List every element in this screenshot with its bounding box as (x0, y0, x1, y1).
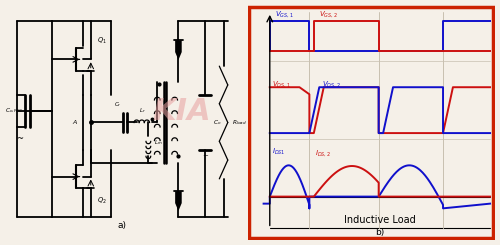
Text: $V_{GS,2}$: $V_{GS,2}$ (319, 9, 338, 19)
Text: $L_r$: $L_r$ (139, 106, 146, 115)
Text: $Q_2$: $Q_2$ (96, 196, 106, 207)
Text: $V_{DS,1}$: $V_{DS,1}$ (272, 80, 291, 89)
FancyArrow shape (175, 40, 182, 60)
Text: $C_r$: $C_r$ (114, 100, 122, 109)
FancyArrow shape (175, 191, 182, 211)
Text: $Q_1$: $Q_1$ (96, 36, 106, 47)
Text: $V_{GS,1}$: $V_{GS,1}$ (274, 9, 293, 19)
Text: $C_o$: $C_o$ (213, 118, 222, 127)
Text: $L_m$: $L_m$ (154, 138, 163, 147)
Text: ~: ~ (16, 134, 23, 143)
Text: Inductive Load: Inductive Load (344, 215, 416, 225)
Text: A: A (72, 120, 76, 125)
Text: a): a) (118, 220, 127, 230)
Text: b): b) (376, 228, 384, 237)
Text: $I_{DS1}$: $I_{DS1}$ (272, 147, 286, 158)
Text: ~: ~ (202, 153, 207, 159)
Text: $V_{DS,2}$: $V_{DS,2}$ (322, 80, 340, 89)
Text: $R_{load}$: $R_{load}$ (232, 118, 246, 127)
Text: $I_{DS,2}$: $I_{DS,2}$ (315, 148, 331, 158)
Text: $C_{o,PFC}$: $C_{o,PFC}$ (5, 107, 24, 115)
Bar (250, 7, 493, 238)
Text: KIA: KIA (152, 97, 210, 126)
